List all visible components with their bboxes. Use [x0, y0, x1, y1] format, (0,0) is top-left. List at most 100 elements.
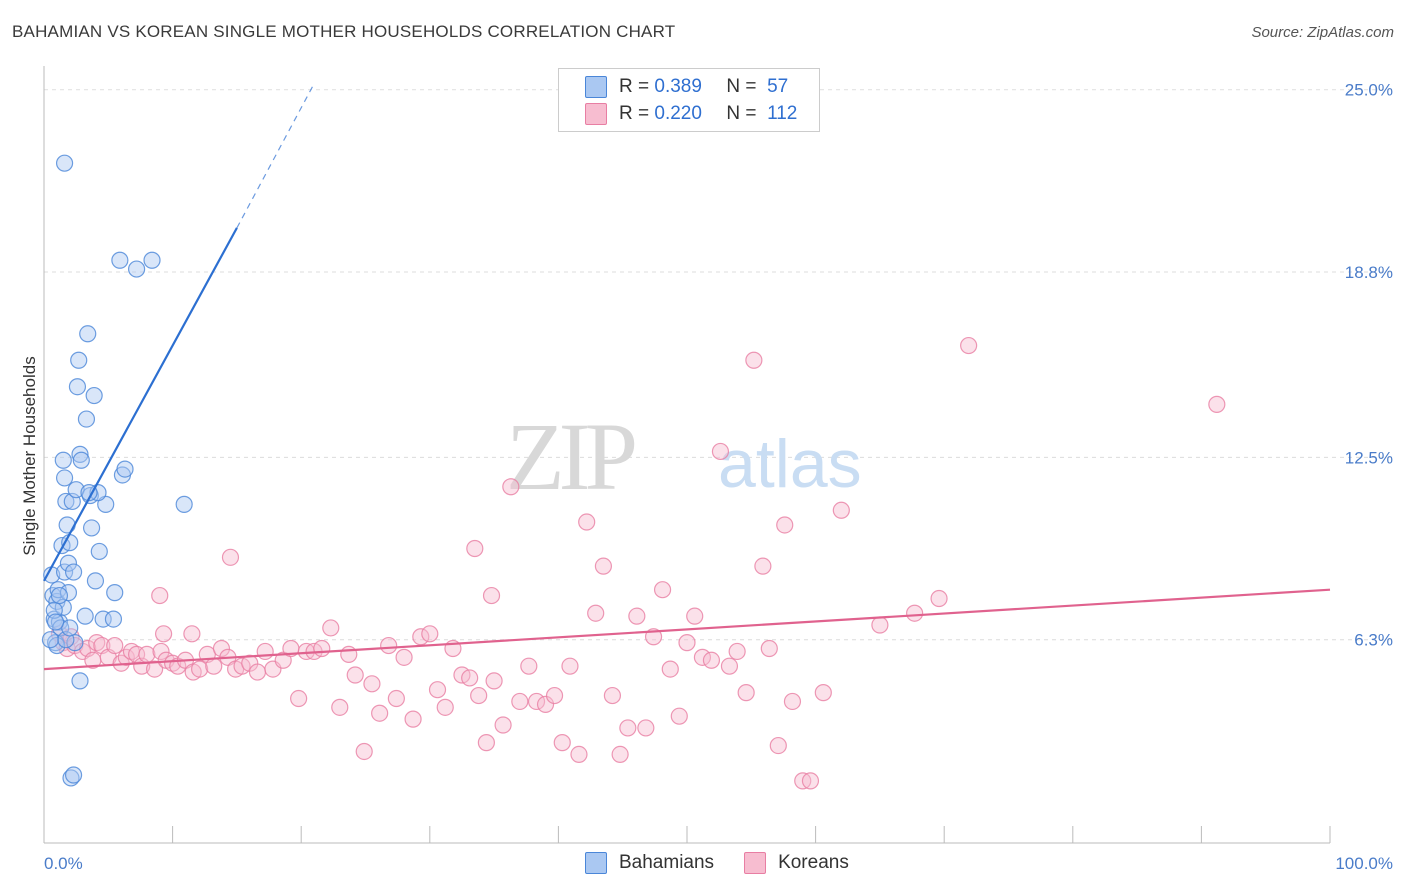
bahamian-point — [46, 613, 65, 631]
y-tick-label: 6.3% — [1354, 631, 1393, 650]
korean-point — [436, 698, 454, 716]
korean-point — [670, 707, 688, 725]
bahamian-point — [116, 460, 134, 478]
korean-point — [960, 336, 978, 355]
korean-point — [832, 501, 850, 519]
legend-r-label: R = — [619, 103, 650, 124]
y-tick-label: 18.8% — [1345, 263, 1393, 282]
korean-point — [145, 660, 164, 678]
bahamian-point — [127, 260, 146, 278]
bahamian-point — [85, 386, 103, 405]
y-axis-title: Single Mother Households — [20, 356, 39, 555]
watermark: ZIP atlas — [506, 403, 862, 510]
korean-point — [152, 642, 170, 661]
y-tick-label: 12.5% — [1345, 448, 1393, 467]
bahamian-point — [64, 766, 83, 784]
series-bahamians — [41, 154, 193, 787]
korean-point — [371, 704, 389, 722]
korean-point — [520, 657, 538, 675]
bahamian-point — [90, 542, 108, 561]
korean-point — [461, 669, 479, 687]
korean-point — [587, 604, 605, 622]
korean-point — [466, 539, 484, 558]
korean-point — [387, 689, 405, 708]
bahamian-point — [49, 581, 67, 599]
korean-point — [594, 557, 613, 575]
korean-point — [88, 634, 106, 652]
legend-n-label: N = — [726, 76, 757, 97]
series-koreans — [50, 336, 1226, 790]
korean-point — [578, 513, 596, 531]
korean-point — [313, 639, 331, 658]
bahamians-trendline — [43, 227, 238, 582]
x-tick-label: 100.0% — [1335, 854, 1393, 873]
korean-point — [191, 660, 209, 678]
bahamian-point — [59, 554, 78, 572]
korean-point — [801, 772, 820, 790]
bahamian-point — [62, 769, 80, 787]
korean-point — [686, 607, 704, 625]
legend-r-value-koreans: 0.220 — [654, 103, 702, 124]
bahamian-point — [143, 251, 161, 269]
bahamian-point — [79, 325, 97, 343]
korean-point — [355, 742, 373, 761]
korean-point — [340, 645, 358, 663]
watermark-zip: ZIP — [506, 403, 635, 510]
korean-point — [212, 639, 231, 658]
bahamian-point — [55, 563, 74, 581]
legend-swatch-koreans — [585, 103, 607, 125]
bahamian-point — [175, 495, 193, 513]
bahamian-point — [41, 631, 60, 649]
korean-point — [154, 625, 173, 643]
korean-point — [754, 557, 772, 575]
korean-point — [151, 586, 169, 605]
bahamian-point — [48, 636, 66, 655]
series-legend: Bahamians Koreans — [585, 852, 879, 874]
korean-point — [395, 648, 413, 666]
bahamian-point — [50, 586, 69, 605]
watermark-atlas: atlas — [718, 426, 862, 502]
korean-point — [930, 589, 948, 608]
chart-title: BAHAMIAN VS KOREAN SINGLE MOTHER HOUSEHO… — [12, 22, 676, 41]
korean-point — [678, 634, 696, 652]
korean-point — [164, 654, 182, 672]
legend-row-koreans: R = 0.220 N = 112 — [585, 102, 797, 126]
korean-point — [485, 672, 503, 690]
korean-point — [661, 660, 679, 678]
bahamian-point — [55, 154, 74, 172]
source-label: Source: ZipAtlas.com — [1251, 24, 1394, 41]
korean-point — [760, 639, 778, 658]
legend-item-bahamians[interactable]: Bahamians — [585, 852, 714, 874]
legend-n-value-koreans: 112 — [767, 103, 798, 124]
korean-point — [482, 586, 501, 605]
bahamian-point — [57, 492, 75, 511]
legend-item-koreans[interactable]: Koreans — [744, 852, 849, 874]
legend-r-label: R = — [619, 76, 650, 97]
korean-point — [502, 478, 520, 496]
legend-n-value-bahamians: 57 — [767, 76, 789, 97]
korean-point — [290, 689, 308, 708]
bahamian-point — [70, 351, 88, 369]
korean-point — [248, 663, 267, 681]
bahamian-point — [77, 410, 96, 428]
bahamian-point — [104, 610, 123, 628]
korean-point — [221, 548, 240, 566]
axes — [43, 66, 1331, 844]
stats-legend: R = 0.389 N = 57 R = 0.220 N = 112 — [558, 68, 820, 132]
korean-point — [603, 686, 622, 705]
korean-point — [404, 710, 422, 728]
korean-point — [871, 616, 889, 634]
korean-point — [619, 719, 637, 737]
korean-point — [536, 695, 555, 714]
korean-point — [906, 604, 924, 622]
korean-point — [380, 636, 398, 655]
korean-point — [138, 645, 156, 663]
korean-point — [511, 692, 529, 711]
korean-point — [205, 657, 223, 675]
bahamian-point — [71, 672, 89, 690]
korean-point — [346, 666, 364, 684]
legend-n-label: N = — [726, 103, 757, 124]
korean-point — [737, 684, 755, 702]
bahamian-point — [76, 607, 94, 625]
korean-point — [711, 442, 730, 461]
